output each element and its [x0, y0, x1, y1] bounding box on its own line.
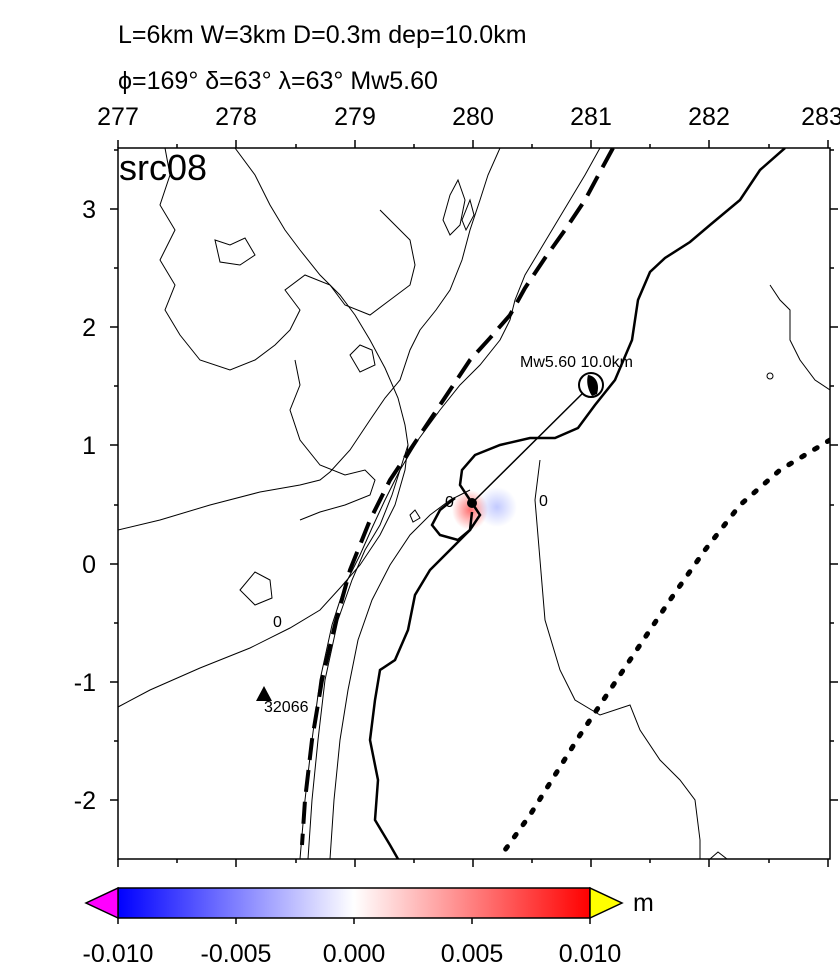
y-tick-label: 3: [82, 196, 96, 224]
x-tick-label: 277: [97, 103, 139, 131]
panel-label: src08: [119, 147, 207, 188]
axis-ticks: [110, 140, 838, 867]
header-line-2: ϕ=169° δ=63° λ=63° Mw5.60: [118, 67, 438, 95]
x-tick-label: 283: [801, 103, 840, 131]
colorbar-below-triangle: [84, 886, 119, 920]
y-tick-label: 0: [82, 551, 96, 579]
coastline: [368, 148, 786, 859]
colorbar-tick-label: -0.010: [83, 940, 154, 968]
colorbar-tick-label: 0.005: [441, 940, 504, 968]
station-label: 32066: [264, 699, 309, 716]
y-tick-labels: 3 2 1 0 -1 -2: [74, 196, 96, 815]
x-tick-label: 280: [452, 103, 494, 131]
header-line-1: L=6km W=3km D=0.3m dep=10.0km: [118, 21, 527, 49]
x-tick-label: 282: [688, 103, 730, 131]
y-tick-label: 1: [82, 432, 96, 460]
focal-mechanism-icon: [578, 372, 604, 398]
contour-label: 0: [539, 493, 548, 510]
fault-center-marker: [467, 498, 477, 508]
y-tick-label: -1: [74, 669, 96, 697]
subsidence-patch: [477, 487, 517, 527]
colorbar: m -0.010 -0.005 0.000 0.005 0.010: [83, 886, 654, 968]
y-tick-label: -2: [74, 787, 96, 815]
x-tick-label: 279: [334, 103, 376, 131]
source-label: Mw5.60 10.0km: [520, 354, 633, 371]
map-area: [118, 148, 830, 859]
colorbar-gradient: [117, 887, 591, 919]
colorbar-above-triangle: [589, 886, 624, 920]
y-tick-label: 2: [82, 314, 96, 342]
contour-label: 0: [273, 614, 282, 631]
source-connector: [471, 384, 592, 504]
colorbar-tick-label: -0.005: [201, 940, 272, 968]
contour-label: 0: [445, 494, 454, 511]
colorbar-unit-label: m: [633, 889, 654, 917]
dotted-line: [502, 437, 830, 853]
x-tick-label: 281: [570, 103, 612, 131]
station-triangle-icon: [256, 686, 272, 701]
trench-line: [300, 148, 615, 846]
x-tick-label: 278: [215, 103, 257, 131]
map-frame: [117, 147, 831, 860]
colorbar-tick-label: 0.000: [323, 940, 386, 968]
bathymetry-contours: [118, 148, 830, 859]
x-tick-labels: 277 278 279 280 281 282 283: [97, 103, 840, 131]
colorbar-tick-label: 0.010: [559, 940, 622, 968]
